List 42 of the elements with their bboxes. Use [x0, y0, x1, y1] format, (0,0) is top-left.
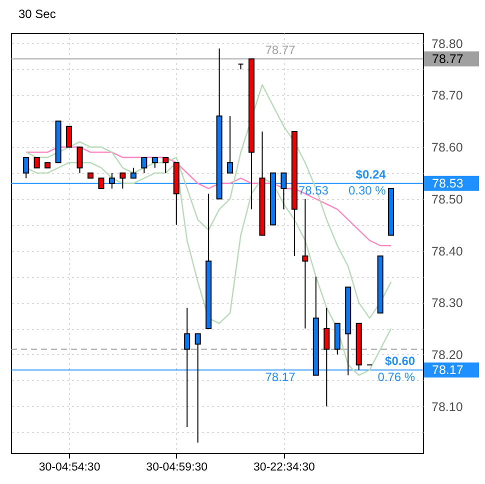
y-tick-label: 78.80	[432, 36, 463, 51]
text: 78.53	[432, 176, 464, 190]
candlestick	[184, 307, 190, 428]
candlestick	[130, 167, 136, 179]
x-tick-label: 30-04:54:30	[38, 462, 100, 474]
candlestick	[302, 198, 308, 330]
text: 78.17	[432, 363, 464, 378]
candlestick	[120, 172, 126, 190]
candlestick	[66, 126, 72, 148]
candlestick	[238, 64, 244, 70]
annotation: $0.24	[356, 167, 386, 182]
y-tick-label: 78.50	[432, 192, 463, 206]
candlestick	[324, 307, 330, 407]
candlestick	[152, 156, 158, 168]
y-tick-label: 78.60	[432, 140, 463, 155]
y-tick-label: 78.20	[432, 348, 463, 362]
line-series	[25, 84, 392, 319]
chart-title: 30 Sec	[18, 7, 56, 21]
y-tick-label: 78.10	[432, 400, 463, 414]
candlestick	[162, 156, 169, 174]
y-tick-label: 78.70	[432, 88, 463, 103]
annotation: $0.60	[385, 354, 416, 368]
ref-line-label: 78.77	[265, 42, 296, 57]
x-tick-label: 30-04:59:30	[146, 462, 208, 474]
candlestick	[194, 333, 201, 444]
x-tick-label: 30-22:34:30	[254, 462, 315, 474]
text: 78.77	[432, 52, 464, 66]
y-tick-label: 78.40	[432, 244, 463, 258]
candlestick	[108, 172, 115, 190]
annotation: 0.76 %	[378, 370, 416, 384]
candlestick	[227, 115, 234, 174]
y-tick-label: 78.30	[432, 296, 463, 310]
annotation: 0.30 %	[348, 183, 386, 198]
candlestick	[76, 146, 83, 174]
candlestick	[280, 172, 287, 210]
candlestick	[141, 156, 148, 174]
candlestick	[34, 156, 40, 168]
line-series	[25, 146, 392, 246]
candlestick	[23, 156, 30, 179]
ref-line-label: 78.53	[298, 183, 329, 198]
candlestick	[98, 178, 104, 190]
ref-line-label: 78.17	[265, 370, 296, 384]
